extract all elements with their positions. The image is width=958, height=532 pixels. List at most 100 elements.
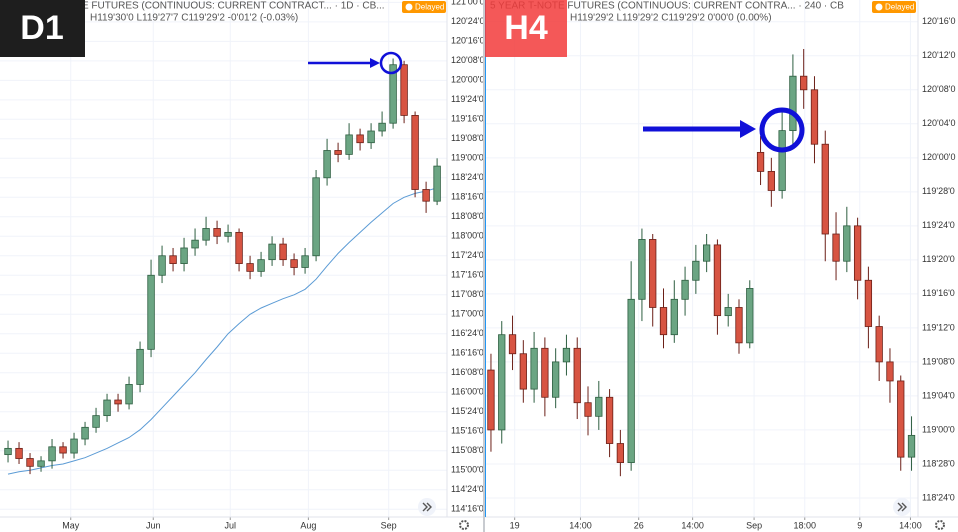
- y-tick-label: 119'04'0: [922, 390, 955, 400]
- candle-body: [897, 380, 905, 458]
- candle-body: [356, 134, 364, 144]
- candle-body: [191, 239, 199, 249]
- x-tick-label: 14:00: [681, 520, 704, 530]
- y-tick-label: 120'08'0: [922, 84, 955, 94]
- candle-body: [584, 402, 592, 417]
- status-badge[interactable]: Delayed: [402, 1, 446, 13]
- candle-body: [573, 347, 581, 404]
- candle-body: [279, 243, 287, 261]
- scroll-button[interactable]: [893, 498, 911, 516]
- x-tick-label: 19: [510, 520, 520, 530]
- x-tick-label: May: [62, 520, 80, 530]
- y-tick-label: 119'28'0: [922, 186, 955, 196]
- candle-body: [638, 239, 646, 300]
- y-tick-label: 117'24'0: [451, 250, 484, 260]
- candle-body: [605, 396, 614, 444]
- y-tick-label: 114'16'0: [451, 504, 484, 514]
- pane-divider: [483, 0, 485, 532]
- candle-body: [290, 259, 298, 268]
- y-tick-label: 115'08'0: [451, 445, 484, 455]
- candle-body: [202, 228, 210, 241]
- candle-body: [541, 347, 549, 398]
- candle-body: [48, 446, 56, 462]
- candle-body: [800, 75, 808, 91]
- candle-body: [692, 260, 700, 281]
- settings-button[interactable]: [459, 520, 469, 530]
- candle-body: [875, 326, 883, 363]
- x-tick-label: Sep: [746, 520, 762, 530]
- candle-body: [756, 151, 765, 172]
- scroll-button[interactable]: [418, 498, 436, 516]
- candle-body: [703, 244, 711, 262]
- y-tick-label: 120'24'0: [451, 16, 484, 26]
- status-text: Delayed: [415, 3, 444, 12]
- candle-body: [235, 231, 243, 264]
- y-tick-label: 114'24'0: [451, 484, 484, 494]
- y-tick-label: 120'16'0: [451, 36, 484, 46]
- x-tick-label: 18:00: [794, 520, 817, 530]
- y-tick-label: 120'04'0: [922, 118, 955, 128]
- y-tick-label: 119'00'0: [922, 424, 955, 434]
- y-tick-label: 115'16'0: [451, 426, 484, 436]
- candle-body: [147, 274, 155, 350]
- candle-body: [627, 298, 635, 463]
- candle-body: [498, 334, 506, 431]
- y-tick-label: 118'00'0: [451, 231, 484, 241]
- y-tick-label: 121'00'0: [451, 0, 484, 7]
- candle-body: [367, 130, 375, 144]
- y-tick-label: 116'24'0: [451, 328, 484, 338]
- settings-button[interactable]: [935, 520, 945, 530]
- y-tick-label: 117'16'0: [451, 270, 484, 280]
- y-tick-label: 115'00'0: [451, 465, 484, 475]
- y-tick-label: 120'00'0: [451, 75, 484, 85]
- candle-body: [810, 89, 819, 145]
- y-tick-label: 117'00'0: [451, 309, 484, 319]
- candle-body: [713, 244, 722, 317]
- candle-body: [907, 434, 916, 458]
- timeframe-badge: [485, 0, 567, 57]
- status-icon: [405, 3, 413, 11]
- candle-body: [778, 130, 786, 191]
- candle-body: [821, 143, 829, 235]
- y-tick-label: 116'08'0: [451, 367, 484, 377]
- annotation-right: [643, 107, 805, 153]
- candle-body: [312, 177, 320, 257]
- y-tick-label: 119'16'0: [451, 114, 484, 124]
- candle-body: [400, 64, 408, 116]
- y-tick-label: 119'24'0: [922, 220, 955, 230]
- y-tick-label: 116'00'0: [451, 387, 484, 397]
- y-tick-label: 120'08'0: [451, 55, 484, 65]
- x-tick-label: Jul: [225, 520, 237, 530]
- x-tick-label: 26: [634, 520, 644, 530]
- y-tick-label: 118'16'0: [451, 192, 484, 202]
- y-tick-label: 119'12'0: [922, 322, 955, 332]
- candle-body: [70, 438, 78, 454]
- y-tick-label: 120'16'0: [922, 16, 955, 26]
- button-icon: [422, 502, 432, 512]
- candle-body: [81, 426, 89, 440]
- candle-body: [530, 347, 538, 390]
- status-badge[interactable]: Delayed: [872, 1, 916, 13]
- y-tick-label: 120'12'0: [922, 50, 955, 60]
- candle-body: [378, 122, 386, 132]
- candle-body: [345, 134, 353, 155]
- candle-body: [136, 348, 144, 385]
- candle-body: [508, 334, 517, 355]
- candle-body: [767, 171, 775, 191]
- candle-body: [334, 150, 342, 155]
- candle-body: [595, 396, 603, 417]
- candle-body: [746, 288, 754, 344]
- candle-body: [853, 225, 862, 281]
- gear-icon: [459, 520, 469, 530]
- candle-body: [411, 115, 419, 190]
- candle-body: [213, 228, 221, 237]
- candle-body: [681, 279, 689, 300]
- status-bg: [402, 1, 446, 13]
- y-tick-label: 119'00'0: [451, 153, 484, 163]
- y-tick-label: 116'16'0: [451, 348, 484, 358]
- y-tick-label: 118'28'0: [922, 458, 955, 468]
- candle-body: [422, 189, 430, 202]
- candle-body: [257, 259, 265, 272]
